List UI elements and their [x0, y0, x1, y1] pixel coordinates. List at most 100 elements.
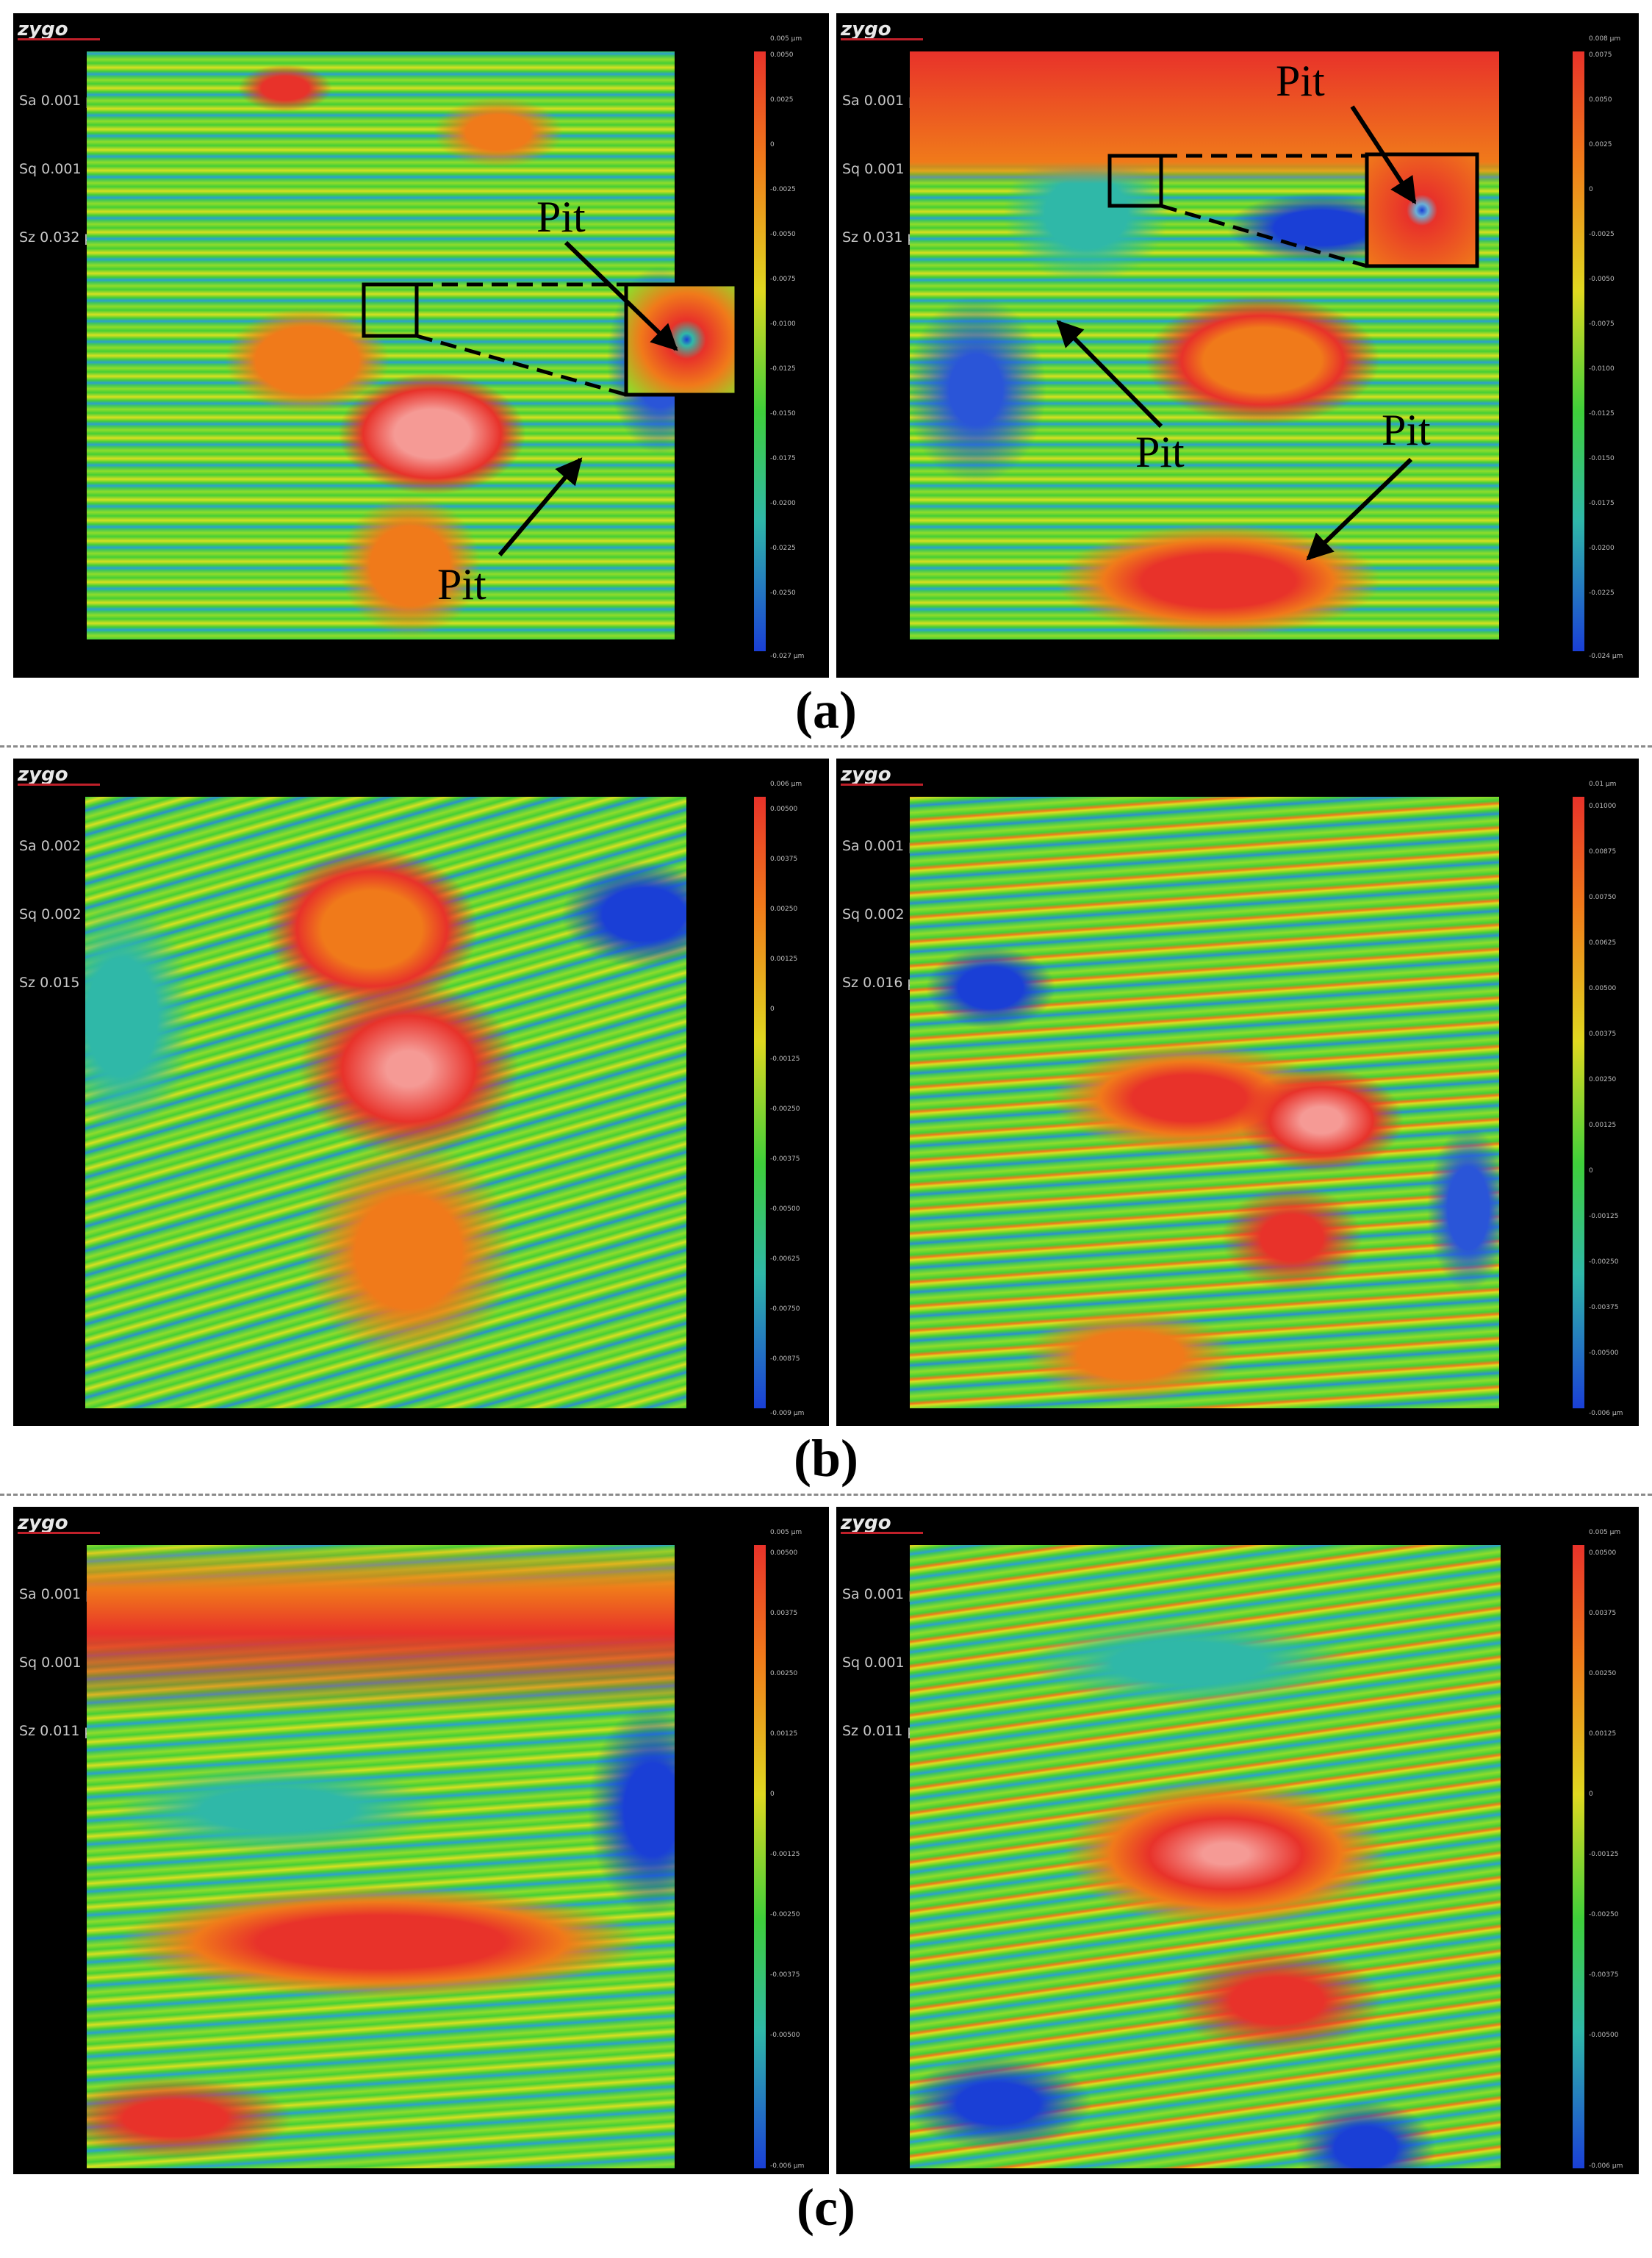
tick: -0.0075 [770, 276, 796, 283]
zygo-logo-text: zygo [840, 18, 891, 40]
tick: -0.00500 [1589, 2032, 1619, 2039]
zygo-logo: zygo [16, 1510, 103, 1535]
tick: -0.00375 [770, 1971, 800, 1979]
tick: 0.00125 [1589, 1122, 1617, 1129]
tick: -0.0200 [1589, 545, 1615, 552]
panel-c-left: zygo Sa 0.001 µm Sq 0.001 µm Sz 0.011 µm… [13, 1507, 829, 2174]
tick: -0.00500 [1589, 1350, 1619, 1357]
tick: 0.00125 [770, 1730, 798, 1738]
row-separator [0, 1494, 1652, 1496]
height-map [910, 51, 1499, 639]
zygo-logo: zygo [839, 761, 926, 786]
tick: 0.01000 [1589, 803, 1617, 810]
panel-a-left: zygo Sa 0.001 µm Sq 0.001 µm Sz 0.032 µm… [13, 13, 829, 678]
tick: 0.0050 [1589, 96, 1612, 104]
tick: -0.00500 [770, 1205, 800, 1213]
panel-b-right: zygo Sa 0.001 µm Sq 0.002 µm Sz 0.016 µm… [836, 759, 1639, 1426]
tick: 0 [1589, 1791, 1593, 1798]
scale-max: 0.006 µm [770, 781, 802, 788]
scale-max: 0.005 µm [770, 1529, 802, 1536]
row-label-b: (b) [794, 1429, 858, 1488]
tick: -0.00375 [1589, 1304, 1619, 1311]
tick: -0.00125 [770, 1851, 800, 1858]
zygo-logo: zygo [839, 1510, 926, 1535]
tick: 0.00375 [1589, 1610, 1617, 1617]
zygo-logo: zygo [16, 16, 103, 41]
tick: -0.0050 [1589, 276, 1615, 283]
color-scale-bar [754, 797, 766, 1408]
scale-max: 0.005 µm [1589, 1529, 1621, 1536]
scale-min: -0.006 µm [1589, 1410, 1623, 1417]
tick: 0.00500 [1589, 985, 1617, 992]
tick: 0.00625 [1589, 939, 1617, 947]
tick: -0.00250 [1589, 1911, 1619, 1918]
tick: -0.00375 [770, 1155, 800, 1163]
tick: 0.00375 [770, 856, 798, 863]
tick: 0.0075 [1589, 51, 1612, 59]
zygo-logo-text: zygo [840, 764, 891, 786]
tick: -0.00250 [1589, 1258, 1619, 1266]
tick: -0.0225 [1589, 589, 1615, 597]
tick: -0.0125 [1589, 410, 1615, 417]
scale-max: 0.005 µm [770, 35, 802, 43]
scale-min: -0.027 µm [770, 653, 805, 660]
tick: 0.00375 [1589, 1031, 1617, 1038]
color-scale-bar [1573, 797, 1584, 1408]
scale-min: -0.006 µm [1589, 2162, 1623, 2170]
color-scale-bar [1573, 51, 1584, 651]
panel-b-left: zygo Sa 0.002 µm Sq 0.002 µm Sz 0.015 µm… [13, 759, 829, 1426]
tick: -0.0150 [770, 410, 796, 417]
tick: -0.0100 [1589, 365, 1615, 373]
row-label-c: (c) [797, 2178, 855, 2237]
color-scale-bar [754, 1545, 766, 2168]
tick: -0.0125 [770, 365, 796, 373]
scale-min: -0.009 µm [770, 1410, 805, 1417]
tick: -0.0050 [770, 231, 796, 238]
scale-min: -0.006 µm [770, 2162, 805, 2170]
tick: 0 [770, 1791, 775, 1798]
tick: 0 [1589, 186, 1593, 193]
zygo-logo-text: zygo [17, 18, 68, 40]
tick: 0.00750 [1589, 894, 1617, 901]
tick: 0.00250 [1589, 1670, 1617, 1677]
tick: 0.00500 [1589, 1549, 1617, 1557]
tick: 0.00250 [770, 906, 798, 913]
tick: -0.0175 [1589, 500, 1615, 507]
tick: -0.00750 [770, 1305, 800, 1313]
zygo-logo-text: zygo [17, 764, 68, 786]
scale-max: 0.008 µm [1589, 35, 1621, 43]
tick: 0.00500 [770, 806, 798, 813]
height-map [87, 51, 675, 639]
tick: -0.00625 [770, 1255, 800, 1263]
height-map [910, 1545, 1501, 2168]
zygo-logo: zygo [16, 761, 103, 786]
scale-min: -0.024 µm [1589, 653, 1623, 660]
tick: 0.00250 [770, 1670, 798, 1677]
tick: -0.00125 [770, 1055, 800, 1063]
panel-a-right: zygo Sa 0.001 µm Sq 0.001 µm Sz 0.031 µm… [836, 13, 1639, 678]
scale-max: 0.01 µm [1589, 781, 1617, 788]
color-scale-bar [754, 51, 766, 651]
tick: 0.00125 [770, 956, 798, 963]
height-map [85, 797, 686, 1408]
tick: -0.0025 [1589, 231, 1615, 238]
tick: 0 [1589, 1167, 1593, 1175]
height-map [910, 797, 1499, 1408]
tick: 0 [770, 1006, 775, 1013]
tick: -0.0175 [770, 455, 796, 462]
tick: -0.00250 [770, 1911, 800, 1918]
tick: -0.00125 [1589, 1851, 1619, 1858]
row-label-a: (a) [795, 681, 857, 739]
tick: -0.00375 [1589, 1971, 1619, 1979]
zygo-logo-text: zygo [17, 1512, 68, 1534]
zygo-logo-text: zygo [840, 1512, 891, 1534]
tick: -0.0250 [770, 589, 796, 597]
tick: -0.00500 [770, 2032, 800, 2039]
zygo-logo: zygo [839, 16, 926, 41]
tick: -0.00250 [770, 1105, 800, 1113]
color-scale-bar [1573, 1545, 1584, 2168]
height-map [87, 1545, 675, 2168]
tick: 0.00500 [770, 1549, 798, 1557]
tick: -0.00875 [770, 1355, 800, 1363]
tick: 0.00125 [1589, 1730, 1617, 1738]
